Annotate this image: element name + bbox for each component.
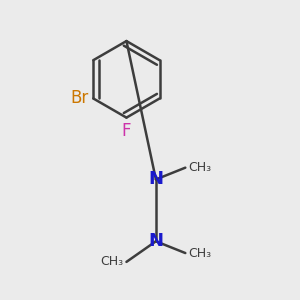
Text: Br: Br <box>70 89 89 107</box>
Text: F: F <box>122 122 131 140</box>
Text: CH₃: CH₃ <box>100 255 124 268</box>
Text: CH₃: CH₃ <box>188 161 212 174</box>
Text: N: N <box>148 170 164 188</box>
Text: CH₃: CH₃ <box>188 247 212 260</box>
Text: N: N <box>148 232 164 250</box>
